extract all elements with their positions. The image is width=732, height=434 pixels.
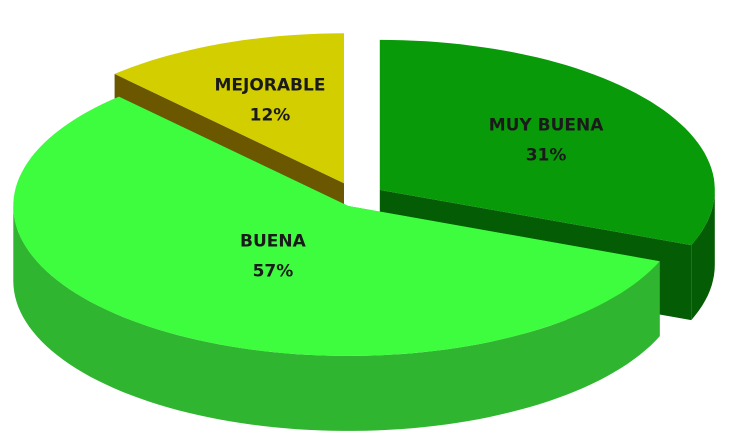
slice-category-label: BUENA bbox=[240, 232, 307, 252]
slice bbox=[379, 39, 715, 246]
slice-value-label: 57% bbox=[253, 262, 294, 282]
slice bbox=[13, 96, 660, 356]
slice bbox=[114, 33, 344, 184]
slice-category-label: MUY BUENA bbox=[489, 115, 605, 135]
slice-side bbox=[13, 206, 660, 431]
slice-category-label: MEJORABLE bbox=[214, 76, 325, 96]
slice-value-label: 12% bbox=[250, 106, 291, 126]
slice-side bbox=[691, 189, 715, 321]
slice-value-label: 31% bbox=[526, 145, 567, 165]
